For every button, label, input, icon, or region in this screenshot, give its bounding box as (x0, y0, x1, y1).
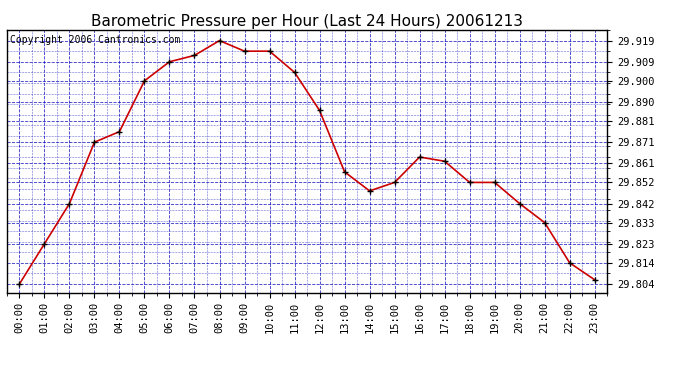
Title: Barometric Pressure per Hour (Last 24 Hours) 20061213: Barometric Pressure per Hour (Last 24 Ho… (91, 14, 523, 29)
Text: Copyright 2006 Cantronics.com: Copyright 2006 Cantronics.com (10, 35, 180, 45)
